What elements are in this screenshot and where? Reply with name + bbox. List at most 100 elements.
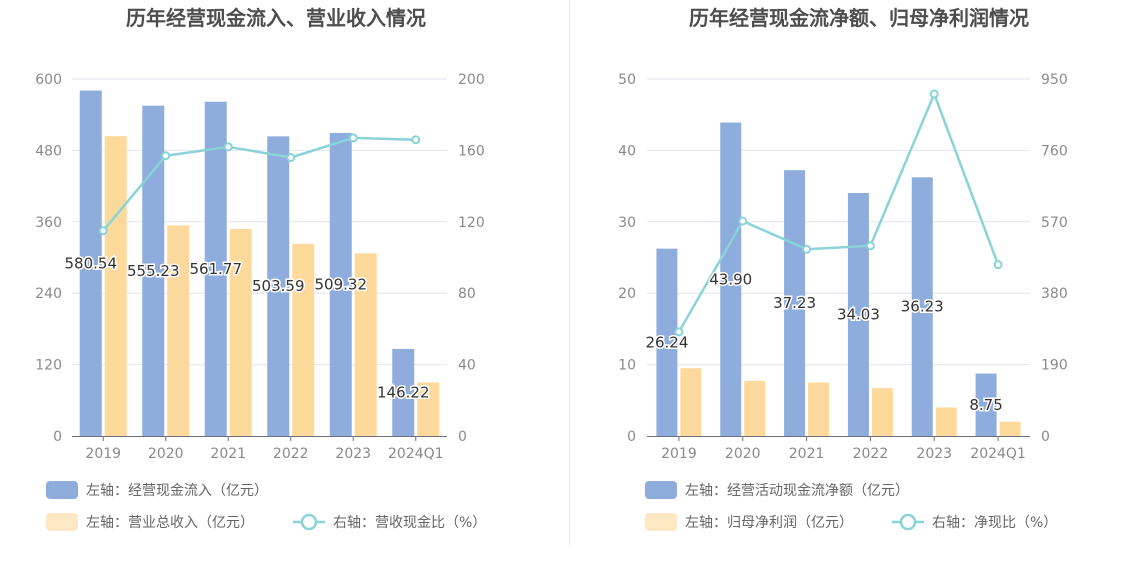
bar-secondary bbox=[104, 136, 127, 436]
x-tick-label: 2024Q1 bbox=[970, 446, 1026, 462]
legend-line-label: 右轴：净现比（%） bbox=[932, 515, 1057, 531]
bar-primary bbox=[392, 348, 415, 436]
legend-secondary-label: 左轴：营业总收入（亿元） bbox=[86, 515, 254, 531]
legend-line-label: 右轴：营收现金比（%） bbox=[333, 515, 486, 531]
x-tick-label: 2019 bbox=[85, 446, 121, 462]
line-point bbox=[411, 135, 421, 145]
bar-primary bbox=[847, 193, 869, 436]
bar-primary bbox=[142, 105, 165, 436]
x-tick-label: 2020 bbox=[148, 446, 184, 462]
y-tick-label-left: 600 bbox=[35, 72, 62, 88]
legend-secondary-swatch bbox=[46, 513, 78, 531]
x-tick-label: 2021 bbox=[210, 446, 246, 462]
bar-data-label: 509.32 bbox=[315, 275, 368, 293]
y-tick-label-left: 360 bbox=[35, 215, 62, 231]
legend-primary-label: 左轴：经营现金流入（亿元） bbox=[86, 483, 268, 499]
bar-secondary bbox=[229, 228, 252, 436]
bar-primary bbox=[329, 132, 352, 437]
line-point bbox=[223, 142, 233, 152]
y-tick-label-left: 10 bbox=[618, 358, 636, 374]
bar-data-label: 43.90 bbox=[709, 270, 752, 288]
y-tick-label-right: 190 bbox=[1041, 358, 1068, 374]
bar-primary bbox=[656, 248, 678, 436]
bar-primary bbox=[975, 373, 997, 436]
bar-data-label: 34.03 bbox=[837, 306, 880, 324]
bar-data-label: 37.23 bbox=[773, 294, 816, 312]
x-tick-label: 2024Q1 bbox=[388, 446, 444, 462]
legend-line-marker bbox=[899, 513, 917, 531]
bar-primary bbox=[720, 122, 742, 436]
x-tick-label: 2021 bbox=[789, 446, 825, 462]
bar-data-label: 580.54 bbox=[65, 254, 118, 272]
line-point bbox=[929, 89, 939, 99]
panel-divider bbox=[569, 0, 570, 545]
y-tick-label-left: 20 bbox=[618, 286, 636, 302]
line-point bbox=[98, 226, 108, 236]
y-tick-label-right: 40 bbox=[458, 358, 476, 374]
legend-secondary-label: 左轴：归母净利润（亿元） bbox=[685, 514, 853, 531]
legend-secondary-swatch bbox=[645, 513, 677, 531]
y-tick-label-right: 760 bbox=[1041, 143, 1068, 159]
legend-primary-label: 左轴：经营活动现金流净额（亿元） bbox=[685, 483, 909, 499]
line-point bbox=[348, 133, 358, 143]
y-tick-label-left: 50 bbox=[618, 72, 636, 88]
x-tick-label: 2020 bbox=[725, 446, 761, 462]
y-tick-label-left: 480 bbox=[35, 143, 62, 159]
bar-data-label: 8.75 bbox=[969, 396, 1002, 414]
line-series bbox=[102, 136, 416, 232]
bar-secondary bbox=[417, 382, 440, 436]
line-point bbox=[286, 153, 296, 163]
y-tick-label-right: 0 bbox=[458, 429, 467, 445]
y-tick-label-left: 0 bbox=[53, 429, 62, 445]
chart-net-cash-profit: 历年经营现金流净额、归母净利润情况 0 10 20 30 40 50 0 190 380 570 76… bbox=[618, 6, 1068, 531]
bar-data-label: 36.23 bbox=[901, 298, 944, 316]
y-tick-label-left: 240 bbox=[35, 286, 62, 302]
bar-primary bbox=[911, 177, 933, 436]
x-tick-label: 2019 bbox=[661, 446, 697, 462]
y-tick-label-right: 200 bbox=[458, 72, 485, 88]
y-tick-label-left: 40 bbox=[618, 143, 636, 159]
y-tick-label-left: 120 bbox=[35, 358, 62, 374]
x-tick-label: 2023 bbox=[916, 446, 952, 462]
y-tick-label-left: 30 bbox=[618, 215, 636, 231]
bar-data-label: 146.22 bbox=[377, 383, 430, 401]
line-point bbox=[738, 216, 748, 226]
chart-title: 历年经营现金流入、营业收入情况 bbox=[126, 6, 426, 30]
chart-title: 历年经营现金流净额、归母净利润情况 bbox=[689, 6, 1029, 30]
bar-secondary bbox=[871, 388, 893, 436]
bar-primary bbox=[267, 136, 290, 436]
y-tick-label-right: 80 bbox=[458, 286, 476, 302]
x-tick-label: 2022 bbox=[853, 446, 889, 462]
line-point bbox=[674, 327, 684, 337]
bar-data-label: 26.24 bbox=[645, 333, 688, 351]
line-point bbox=[993, 260, 1003, 270]
legend-primary-swatch bbox=[645, 481, 677, 499]
bar-secondary bbox=[680, 368, 702, 436]
y-tick-label-right: 380 bbox=[1041, 286, 1068, 302]
bar-data-label: 561.77 bbox=[190, 260, 243, 278]
bar-secondary bbox=[292, 243, 315, 436]
x-tick-label: 2022 bbox=[273, 446, 309, 462]
bar-data-label: 503.59 bbox=[252, 277, 305, 295]
line-point bbox=[865, 241, 875, 251]
bar-data-label: 555.23 bbox=[127, 262, 180, 280]
y-tick-label-right: 950 bbox=[1041, 72, 1068, 88]
bar-secondary bbox=[808, 382, 830, 436]
bar-primary bbox=[79, 90, 102, 436]
y-tick-label-right: 570 bbox=[1041, 215, 1068, 231]
legend-primary-swatch bbox=[46, 481, 78, 499]
bar-secondary bbox=[167, 225, 190, 436]
line-point bbox=[161, 151, 171, 161]
y-tick-label-right: 0 bbox=[1041, 429, 1050, 445]
bar-primary bbox=[204, 101, 227, 436]
bar-secondary bbox=[354, 253, 377, 436]
bar-primary bbox=[784, 170, 806, 436]
bar-secondary bbox=[935, 407, 957, 436]
line-series bbox=[677, 90, 1000, 333]
x-tick-label: 2023 bbox=[335, 446, 371, 462]
chart-cash-inflow-revenue: 历年经营现金流入、营业收入情况 0 120 240 360 480 600 0 40 80 120 1… bbox=[35, 6, 486, 531]
y-tick-label-right: 120 bbox=[458, 215, 485, 231]
y-tick-label-right: 160 bbox=[458, 143, 485, 159]
y-tick-label-left: 0 bbox=[627, 429, 636, 445]
